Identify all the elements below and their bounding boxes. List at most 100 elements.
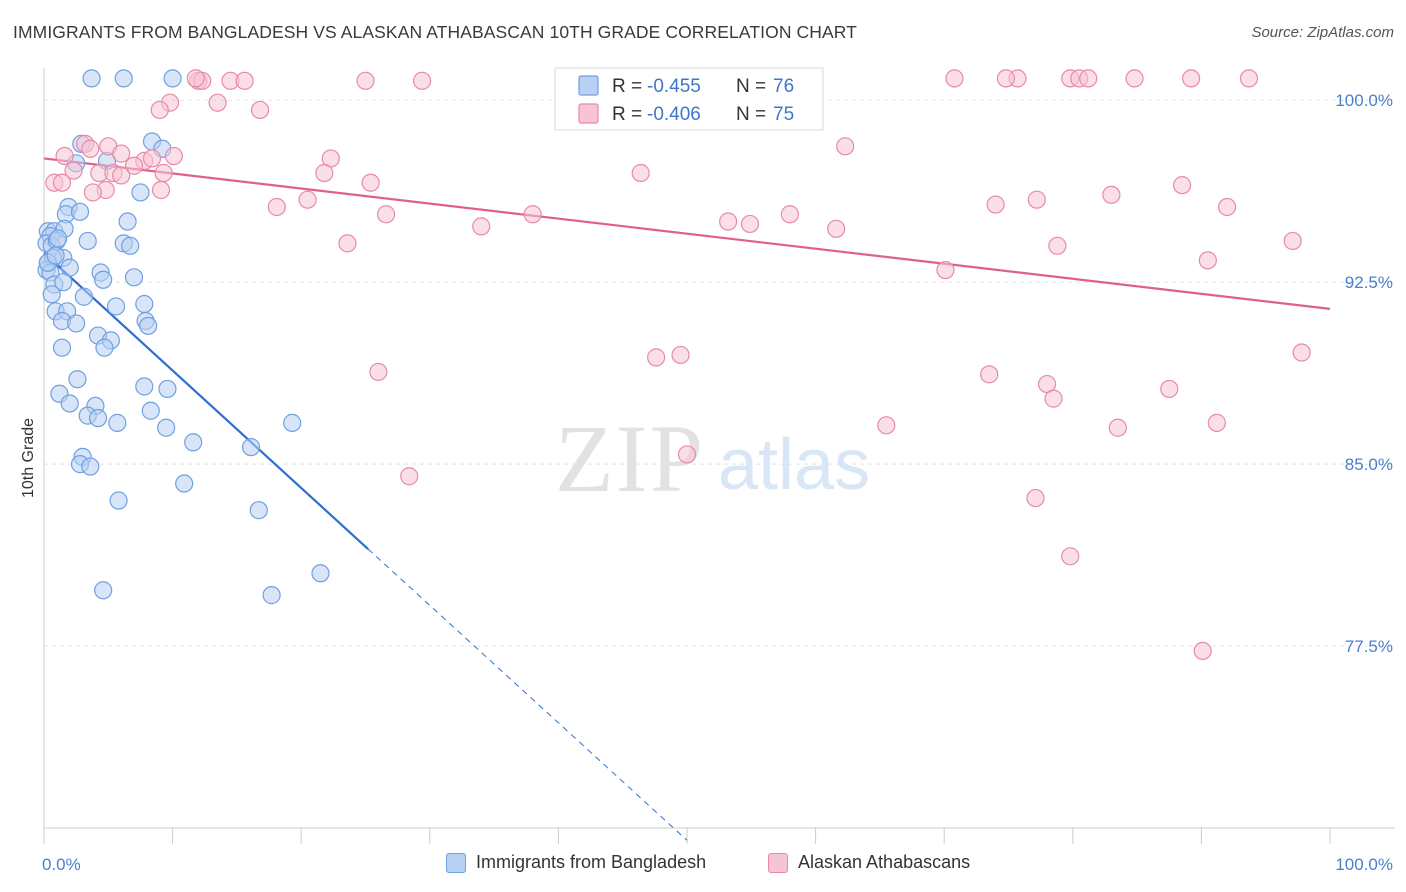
bangladesh-point <box>108 413 127 432</box>
athabascan-point <box>1108 418 1127 437</box>
athabascan-point <box>361 173 380 192</box>
athabascan-point <box>1292 343 1311 362</box>
athabascan-point <box>52 173 72 192</box>
bangladesh-point <box>249 501 268 520</box>
bangladesh-point <box>311 564 330 583</box>
athabascan-point <box>338 234 357 253</box>
legend-item-bangladesh[interactable]: Immigrants from Bangladesh <box>446 852 706 873</box>
athabascan-point <box>315 163 334 183</box>
athabascan-point <box>986 195 1005 214</box>
athabascan-point <box>677 445 697 464</box>
n-value: 76 <box>773 76 794 97</box>
watermark-atlas: atlas <box>718 425 870 505</box>
athabascan-point <box>945 69 964 88</box>
athabascan-point <box>400 467 419 486</box>
athabascan-point <box>151 180 171 200</box>
watermark: ZIP atlas <box>555 405 870 512</box>
bangladesh-point <box>70 202 90 221</box>
bangladesh-point <box>94 581 113 600</box>
athabascan-point <box>827 219 846 238</box>
bangladesh-point <box>52 338 72 357</box>
athabascan-point <box>376 205 396 224</box>
athabascan-point <box>836 137 855 156</box>
athabascan-point <box>877 416 896 435</box>
athabascan-point <box>1044 389 1063 408</box>
bangladesh-point <box>60 394 79 413</box>
bangladesh-point <box>106 297 126 316</box>
athabascan-point <box>1027 190 1046 209</box>
athabascan-point <box>1102 185 1121 204</box>
stats-legend-box <box>554 67 824 131</box>
x-tick-label: 0.0% <box>42 855 81 874</box>
athabascan-point <box>250 100 270 120</box>
bangladesh-point <box>118 212 137 231</box>
bangladesh-point <box>67 314 86 333</box>
series-legend: Immigrants from Bangladesh Alaskan Athab… <box>0 852 1406 878</box>
bangladesh-point <box>68 370 87 389</box>
athabascan-point <box>298 190 317 209</box>
watermark-zip: ZIP <box>555 405 705 512</box>
athabascan-point <box>647 348 666 367</box>
athabascan-point <box>1283 231 1302 251</box>
athabascan-point <box>631 163 650 183</box>
bangladesh-point <box>81 457 100 476</box>
athabascan-point <box>208 93 227 112</box>
athabascan-point <box>1193 641 1212 661</box>
bangladesh-point <box>163 69 182 88</box>
bangladesh-point <box>131 183 150 202</box>
bangladesh-trend-line <box>43 252 369 550</box>
r-label: R = <box>612 104 642 125</box>
legend-item-athabascan[interactable]: Alaskan Athabascans <box>768 852 970 873</box>
athabascan-point <box>1048 236 1067 255</box>
athabascan-point <box>81 139 100 158</box>
athabascan-point <box>1160 379 1179 399</box>
legend-swatch-pink <box>768 852 788 873</box>
athabascan-point <box>472 217 491 236</box>
bangladesh-point <box>283 413 302 432</box>
bangladesh-point <box>135 294 154 314</box>
athabascan-point <box>267 197 286 217</box>
athabascan-point <box>83 183 102 202</box>
athabascan-point <box>996 69 1016 88</box>
stats-swatch <box>578 75 599 96</box>
r-value: -0.406 <box>647 104 701 125</box>
athabascan-point <box>1061 547 1080 566</box>
r-value: -0.455 <box>647 76 701 97</box>
bangladesh-point <box>139 316 158 335</box>
y-tick-label: 77.5% <box>1345 637 1393 656</box>
bangladesh-point <box>42 285 61 304</box>
chart-title: IMMIGRANTS FROM BANGLADESH VS ALASKAN AT… <box>13 22 857 42</box>
bangladesh-point <box>158 379 177 399</box>
bangladesh-point <box>88 408 108 428</box>
legend-label-athabascan: Alaskan Athabascans <box>798 852 971 872</box>
axes <box>43 68 1395 844</box>
athabascan-point <box>1079 69 1098 88</box>
bangladesh-point <box>109 491 128 510</box>
bangladesh-point <box>241 438 261 457</box>
athabascan-point <box>412 71 432 90</box>
athabascan-point <box>186 69 205 88</box>
legend-label-bangladesh: Immigrants from Bangladesh <box>476 852 707 872</box>
bangladesh-point <box>262 586 281 605</box>
athabascan-point <box>719 212 738 231</box>
athabascan-point <box>740 214 760 234</box>
athabascan-point <box>980 365 999 384</box>
bangladesh-point <box>175 474 194 493</box>
x-tick-label: 100.0% <box>1335 855 1393 874</box>
athabascan-point <box>1218 197 1237 217</box>
athabascan-point <box>1173 176 1192 195</box>
stats-legend: R = -0.455 N = 76 R = -0.406 N = 75 <box>554 67 824 131</box>
athabascan-point <box>164 146 183 166</box>
athabascan-point <box>235 71 254 90</box>
athabascan-point <box>142 149 162 168</box>
athabascan-trend-line <box>43 157 1331 310</box>
bangladesh-point <box>184 433 203 452</box>
athabascan-point <box>154 163 173 183</box>
athabascan-point <box>1125 69 1144 88</box>
n-label: N = <box>736 104 766 125</box>
athabascan-point <box>369 362 388 382</box>
athabascan-point <box>523 205 542 224</box>
stats-swatch <box>578 103 599 124</box>
bangladesh-point <box>49 229 68 248</box>
